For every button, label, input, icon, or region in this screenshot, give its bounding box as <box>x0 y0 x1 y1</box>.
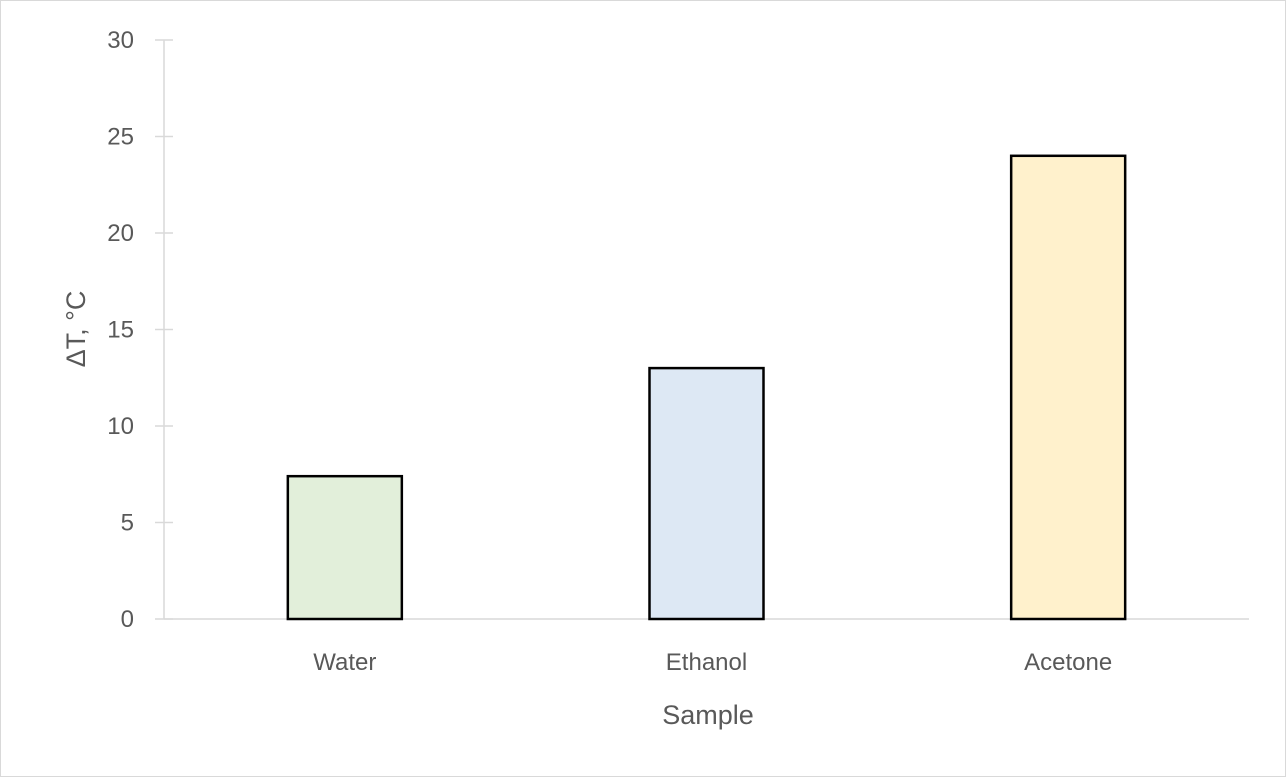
x-axis-title: Sample <box>662 700 754 730</box>
y-tick-label: 20 <box>107 220 134 247</box>
y-tick-label: 15 <box>107 317 134 344</box>
x-tick-label: Ethanol <box>666 649 747 676</box>
x-axis: Water Ethanol Acetone <box>164 618 1249 676</box>
y-axis: 0 5 10 15 20 25 30 <box>107 27 173 633</box>
y-tick-label: 0 <box>121 606 134 633</box>
y-tick-label: 30 <box>107 27 134 54</box>
y-tick-label: 10 <box>107 413 134 440</box>
bar-ethanol <box>648 366 765 621</box>
y-tick-label: 5 <box>121 510 134 537</box>
x-tick-label: Water <box>313 649 376 676</box>
bars <box>286 154 1127 621</box>
y-tick-label: 25 <box>107 124 134 151</box>
bar-acetone <box>1009 154 1127 621</box>
x-tick-label: Acetone <box>1024 649 1112 676</box>
bar-water <box>286 474 404 621</box>
y-axis-title: ΔT, °C <box>61 291 91 368</box>
